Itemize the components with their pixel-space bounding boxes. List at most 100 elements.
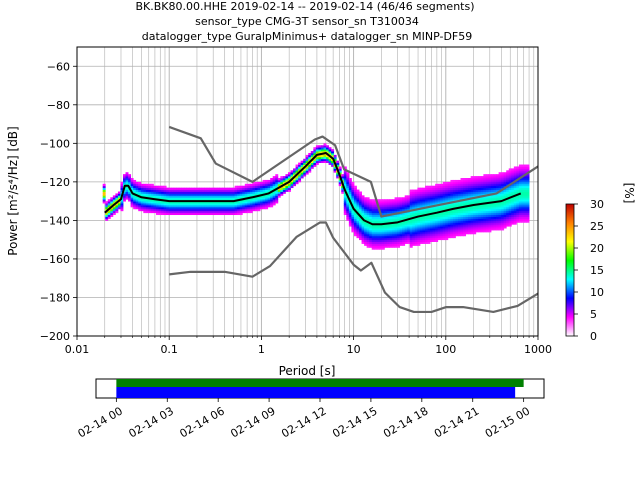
histogram-cell — [346, 183, 350, 187]
histogram-cell — [252, 185, 256, 189]
histogram-cell — [318, 154, 322, 158]
histogram-cell — [386, 237, 390, 241]
histogram-cell — [513, 181, 517, 185]
histogram-cell — [488, 204, 492, 208]
histogram-cell — [518, 201, 522, 204]
histogram-cell — [394, 203, 398, 206]
x-tick-label: 100 — [435, 343, 456, 356]
histogram-cell — [498, 208, 502, 212]
histogram-cell — [153, 208, 157, 212]
histogram-cell — [252, 189, 256, 192]
histogram-cell — [346, 204, 350, 208]
histogram-cell — [199, 212, 203, 216]
histogram-cell — [371, 230, 375, 233]
histogram-cell — [211, 195, 215, 198]
histogram-cell — [414, 218, 418, 221]
histogram-cell — [473, 179, 477, 183]
histogram-cell — [516, 199, 520, 202]
histogram-cell — [298, 168, 302, 171]
histogram-cell — [282, 176, 286, 179]
histogram-cell — [328, 162, 332, 165]
histogram-cell — [458, 179, 461, 183]
histogram-cell — [135, 197, 139, 200]
histogram-cell — [361, 235, 365, 239]
histogram-cell — [470, 195, 474, 198]
histogram-cell — [361, 233, 365, 237]
histogram-cell — [237, 189, 241, 192]
histogram-cell — [468, 224, 472, 227]
histogram-cell — [379, 203, 383, 206]
histogram-cell — [376, 235, 380, 239]
histogram-cell — [242, 195, 246, 198]
histogram-cell — [432, 226, 436, 229]
histogram-cell — [394, 201, 398, 204]
timeline-tick-label: 02-15 00 — [483, 404, 532, 440]
histogram-cell — [125, 195, 129, 198]
histogram-cell — [376, 233, 380, 237]
histogram-cell — [392, 239, 395, 242]
histogram-cell — [211, 197, 215, 200]
title-line-2: sensor_type CMG-3T sensor_sn T310034 — [195, 15, 419, 28]
histogram-cell — [143, 204, 147, 208]
histogram-cell — [389, 201, 393, 204]
histogram-cell — [503, 218, 507, 221]
histogram-cell — [427, 210, 431, 214]
histogram-cell — [148, 210, 152, 214]
histogram-cell — [260, 185, 263, 189]
histogram-cell — [468, 222, 472, 225]
histogram-cell — [143, 191, 147, 194]
histogram-cell — [348, 222, 352, 225]
histogram-cell — [186, 191, 190, 194]
histogram-cell — [392, 216, 395, 219]
histogram-cell — [516, 176, 520, 179]
histogram-cell — [392, 208, 395, 212]
histogram-cell — [475, 193, 479, 196]
histogram-cell — [343, 179, 347, 183]
series-line-nhnm — [168, 125, 539, 218]
histogram-cell — [511, 203, 515, 206]
histogram-cell — [511, 174, 515, 177]
histogram-cell — [204, 195, 208, 198]
histogram-cell — [452, 187, 456, 190]
histogram-cell — [392, 204, 395, 208]
histogram-cell — [442, 224, 446, 227]
histogram-cell — [356, 224, 360, 227]
histogram-cell — [156, 187, 159, 190]
histogram-cell — [414, 237, 418, 241]
histogram-cell — [427, 193, 431, 196]
histogram-cell — [526, 203, 530, 206]
histogram-cell — [389, 226, 393, 229]
histogram-cell — [384, 212, 388, 216]
histogram-cell — [435, 222, 439, 225]
histogram-cell — [194, 191, 197, 194]
histogram-cell — [138, 193, 142, 196]
histogram-cell — [257, 189, 261, 192]
histogram-cell — [394, 228, 398, 231]
histogram-cell — [244, 208, 248, 212]
histogram-cell — [178, 206, 182, 210]
histogram-cell — [475, 228, 479, 231]
histogram-cell — [237, 201, 241, 204]
histogram-cell — [112, 210, 116, 214]
histogram-cell — [422, 224, 426, 227]
histogram-cell — [452, 195, 456, 198]
histogram-cell — [402, 222, 406, 225]
histogram-cell — [419, 212, 423, 216]
histogram-cell — [460, 208, 464, 212]
histogram-cell — [526, 204, 530, 208]
histogram-cell — [518, 185, 522, 189]
histogram-cell — [452, 189, 456, 192]
histogram-cell — [422, 199, 426, 202]
histogram-cell — [128, 191, 132, 194]
histogram-cell — [386, 220, 390, 223]
histogram-cell — [513, 176, 517, 179]
histogram-cell — [348, 178, 352, 181]
histogram-cell — [176, 187, 180, 190]
histogram-cell — [526, 170, 530, 173]
histogram-cell — [234, 203, 238, 206]
histogram-cell — [364, 204, 368, 208]
histogram-cell — [409, 201, 413, 204]
histogram-cell — [475, 218, 479, 221]
histogram-cell — [493, 174, 497, 177]
histogram-cell — [399, 203, 403, 206]
